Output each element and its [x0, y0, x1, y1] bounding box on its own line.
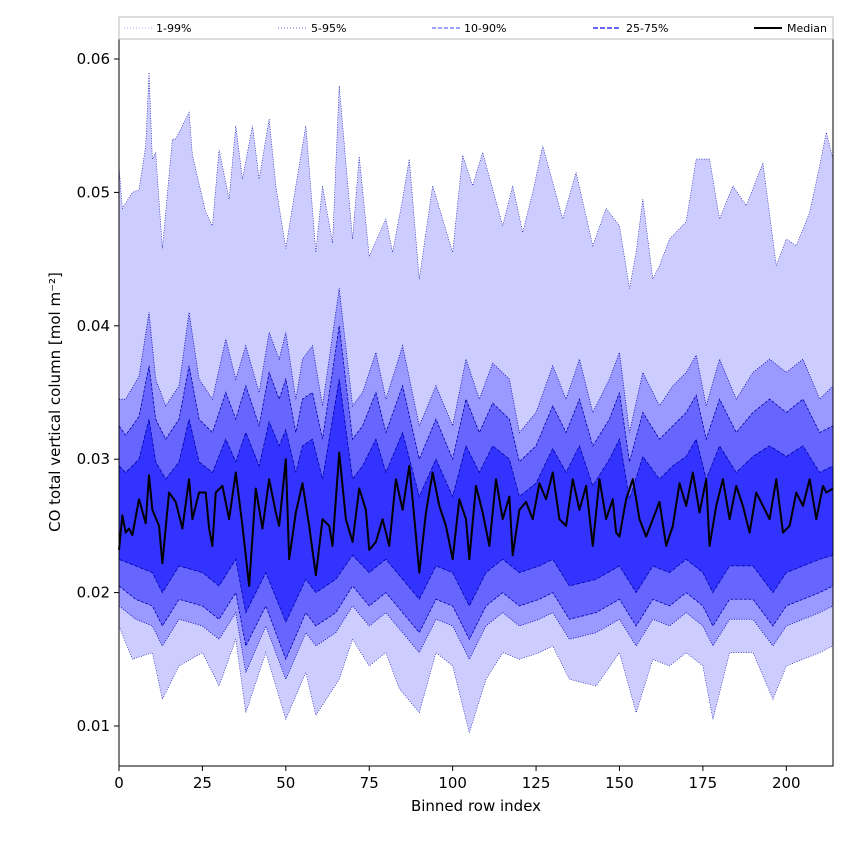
x-ticks: 0 25 50 75 100 125 150 175 200	[114, 766, 801, 792]
legend-label-5-95: 5-95%	[311, 22, 346, 35]
x-tick-label: 50	[276, 774, 295, 792]
y-axis-label: CO total vertical column [mol m⁻²]	[46, 272, 64, 532]
x-tick-label: 150	[605, 774, 634, 792]
x-tick-label: 125	[522, 774, 551, 792]
median-layer	[118, 451, 834, 587]
x-tick-label: 75	[360, 774, 379, 792]
median-line	[118, 451, 834, 587]
band-edge-10-90-lower	[118, 585, 834, 661]
band-25-75	[119, 379, 833, 622]
x-tick-label: 25	[193, 774, 212, 792]
legend-label-median: Median	[787, 22, 827, 35]
y-tick-label: 0.03	[77, 450, 110, 468]
band-edge-1-99-upper	[118, 72, 834, 289]
x-tick-label: 100	[438, 774, 467, 792]
x-tick-label: 175	[689, 774, 718, 792]
x-tick-label: 200	[772, 774, 801, 792]
legend-label-10-90: 10-90%	[464, 22, 506, 35]
y-tick-label: 0.01	[77, 717, 110, 735]
band-edge-25-75-upper	[118, 379, 834, 500]
legend-label-1-99: 1-99%	[156, 22, 191, 35]
legend-box	[118, 16, 834, 40]
y-tick-label: 0.04	[77, 317, 110, 335]
y-tick-label: 0.02	[77, 584, 110, 602]
y-tick-label: 0.06	[77, 50, 110, 68]
x-axis-label: Binned row index	[411, 797, 541, 815]
y-ticks: 0.01 0.02 0.03 0.04 0.05 0.06	[77, 50, 119, 735]
legend-label-25-75: 25-75%	[626, 22, 668, 35]
band-edge-10-90-upper	[118, 325, 834, 463]
x-tick-label: 0	[114, 774, 124, 792]
band-edge-5-95-upper	[119, 288, 834, 434]
y-tick-label: 0.05	[77, 183, 110, 201]
band-edge-25-75-lower	[118, 554, 834, 623]
legend: 1-99% 5-95% 10-90% 25-75% Median	[118, 16, 834, 40]
